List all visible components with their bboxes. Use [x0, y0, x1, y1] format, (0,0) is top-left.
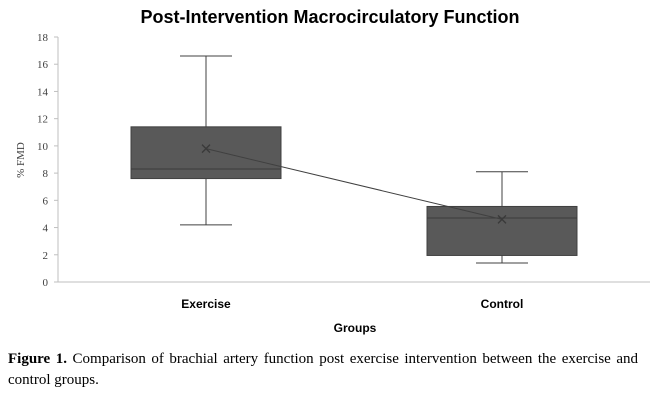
y-tick-label: 6: [43, 195, 49, 207]
y-tick-label: 0: [43, 277, 49, 289]
y-tick-label: 14: [37, 86, 49, 98]
caption-label: Figure 1.: [8, 351, 67, 367]
y-tick-label: 8: [43, 168, 49, 180]
box-plot-chart: Post-Intervention Macrocirculatory Funct…: [15, 7, 650, 335]
mean-marker-exercise: [201, 144, 211, 154]
x-axis-label: Groups: [334, 321, 377, 335]
box-exercise: [130, 126, 282, 180]
chart-title: Post-Intervention Macrocirculatory Funct…: [140, 7, 519, 27]
y-tick-label: 10: [37, 141, 49, 153]
x-category-label: Control: [481, 297, 524, 311]
caption-text: Comparison of brachial artery function p…: [8, 351, 639, 388]
chart-svg: Post-Intervention Macrocirculatory Funct…: [15, 7, 650, 335]
mean-marker-control: [497, 214, 507, 224]
y-tick-label: 4: [43, 223, 49, 235]
plot-area: 0 2 4 6 8 10 12 14 16 18 Exercise Control: [37, 32, 650, 311]
figure-caption: Figure 1. Comparison of brachial artery …: [8, 349, 638, 391]
y-tick-label: 16: [37, 59, 49, 71]
mean-connector-line: [205, 148, 503, 220]
y-tick-label: 18: [37, 32, 49, 44]
y-axis-label: % FMD: [15, 142, 27, 178]
y-tick-label: 12: [37, 114, 48, 126]
box-control: [426, 205, 578, 256]
x-category-label: Exercise: [181, 297, 231, 311]
y-tick-label: 2: [43, 250, 49, 262]
